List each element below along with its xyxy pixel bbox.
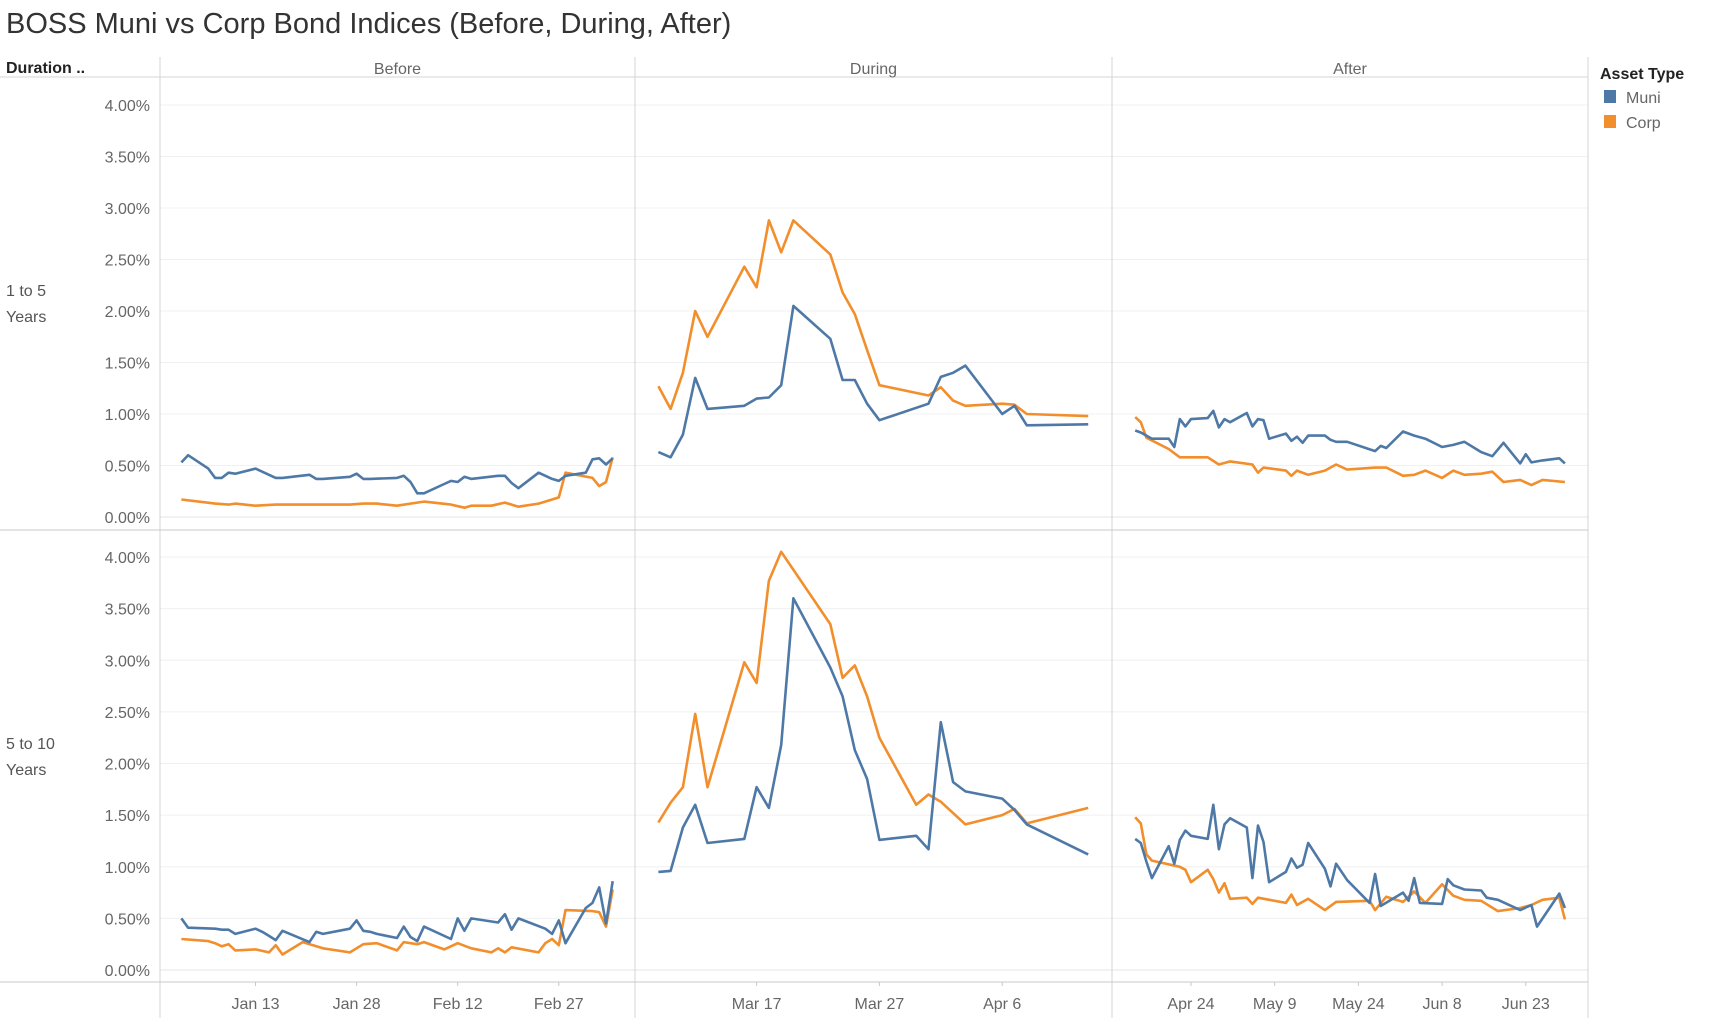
panel-4-corp-series xyxy=(657,550,1089,826)
x-tick-label: Jan 13 xyxy=(231,996,279,1013)
panel-2-corp-series xyxy=(1134,416,1566,487)
muni-line xyxy=(658,596,1089,874)
y-tick-label: 2.50% xyxy=(105,705,150,722)
x-tick-label: Apr 24 xyxy=(1167,996,1214,1013)
panel-1-muni-series xyxy=(657,304,1089,459)
row-label-line: Years xyxy=(6,762,46,779)
legend-item-muni[interactable]: Muni xyxy=(1604,90,1661,107)
muni-line xyxy=(1134,409,1566,465)
x-tick-label: Jun 8 xyxy=(1423,996,1462,1013)
row-label-line: 1 to 5 xyxy=(6,283,46,300)
row-label-2: 5 to 10 Years xyxy=(6,736,55,779)
muni-line xyxy=(1134,803,1567,928)
axis-labels: 0.00% 0.50% 1.00% 1.50% 2.00% 2.50% 3.00% 3.50%… xyxy=(6,60,1550,1013)
y-tick-label: 2.00% xyxy=(105,304,150,321)
panel-1-corp-series xyxy=(657,219,1089,418)
gridlines xyxy=(160,104,1588,971)
corp-line xyxy=(657,219,1089,418)
y-tick-label: 3.50% xyxy=(105,150,150,167)
x-tick-label: Feb 27 xyxy=(534,996,584,1013)
y-tick-label: 0.50% xyxy=(105,459,150,476)
panel-4-muni-series xyxy=(658,596,1089,874)
panel-3-muni-series xyxy=(180,880,614,945)
x-tick-label: Mar 17 xyxy=(732,996,782,1013)
y-tick-label: 2.50% xyxy=(105,253,150,270)
chart-title: BOSS Muni vs Corp Bond Indices (Before, … xyxy=(6,8,732,40)
corp-line xyxy=(181,456,614,510)
y-tick-label: 3.00% xyxy=(105,201,150,218)
y-tick-label: 1.50% xyxy=(105,356,150,373)
muni-line xyxy=(657,304,1089,459)
row-label-line: 5 to 10 xyxy=(6,736,55,753)
x-tick-label: Feb 12 xyxy=(433,996,483,1013)
x-tick-label: May 24 xyxy=(1332,996,1385,1013)
panel-frame xyxy=(0,57,1589,1018)
panel-3-corp-series xyxy=(181,889,614,956)
y-tick-label: 3.00% xyxy=(105,653,150,670)
y-tick-label: 1.00% xyxy=(105,860,150,877)
panel-2-muni-series xyxy=(1134,409,1566,465)
x-tick-label: Jun 23 xyxy=(1502,996,1550,1013)
panel-5-corp-series xyxy=(1134,816,1567,920)
panel-0-corp-series xyxy=(181,456,614,510)
legend-item-corp[interactable]: Corp xyxy=(1604,115,1661,132)
row-label-1: 1 to 5 Years xyxy=(6,283,46,326)
muni-line xyxy=(180,453,614,495)
y-tick-label: 3.50% xyxy=(105,602,150,619)
row-label-text: 1 to 5 Years xyxy=(6,283,46,326)
legend-label: Corp xyxy=(1626,115,1661,132)
x-tick-label: May 9 xyxy=(1253,996,1297,1013)
y-tick-label: 4.00% xyxy=(105,550,150,567)
y-tick-label: 0.50% xyxy=(105,911,150,928)
row-label-text: 5 to 10 Years xyxy=(6,736,55,779)
x-tick-label: Mar 27 xyxy=(855,996,905,1013)
panel-0-muni-series xyxy=(180,453,614,495)
y-tick-label: 0.00% xyxy=(105,963,150,980)
x-tick-label: Jan 28 xyxy=(333,996,381,1013)
legend[interactable]: Asset Type Muni Corp xyxy=(1600,66,1684,132)
y-tick-label: 4.00% xyxy=(105,98,150,115)
column-header-after: After xyxy=(1333,61,1367,78)
series-lines xyxy=(180,219,1567,956)
y-tick-label: 2.00% xyxy=(105,757,150,774)
row-field-header: Duration .. xyxy=(6,60,85,77)
muni-line xyxy=(180,880,614,945)
column-header-during: During xyxy=(850,61,897,78)
panel-5-muni-series xyxy=(1134,803,1567,928)
corp-line xyxy=(657,550,1089,826)
corp-line xyxy=(181,889,614,956)
row-label-line: Years xyxy=(6,309,46,326)
corp-line xyxy=(1134,416,1566,487)
legend-label: Muni xyxy=(1626,90,1661,107)
legend-swatch-muni xyxy=(1604,90,1616,103)
corp-line xyxy=(1134,816,1567,920)
y-tick-label: 1.00% xyxy=(105,407,150,424)
x-tick-label: Apr 6 xyxy=(983,996,1021,1013)
column-header-before: Before xyxy=(374,61,421,78)
legend-swatch-corp xyxy=(1604,115,1616,128)
y-tick-label: 1.50% xyxy=(105,808,150,825)
legend-title: Asset Type xyxy=(1600,66,1684,83)
y-tick-label: 0.00% xyxy=(105,510,150,527)
